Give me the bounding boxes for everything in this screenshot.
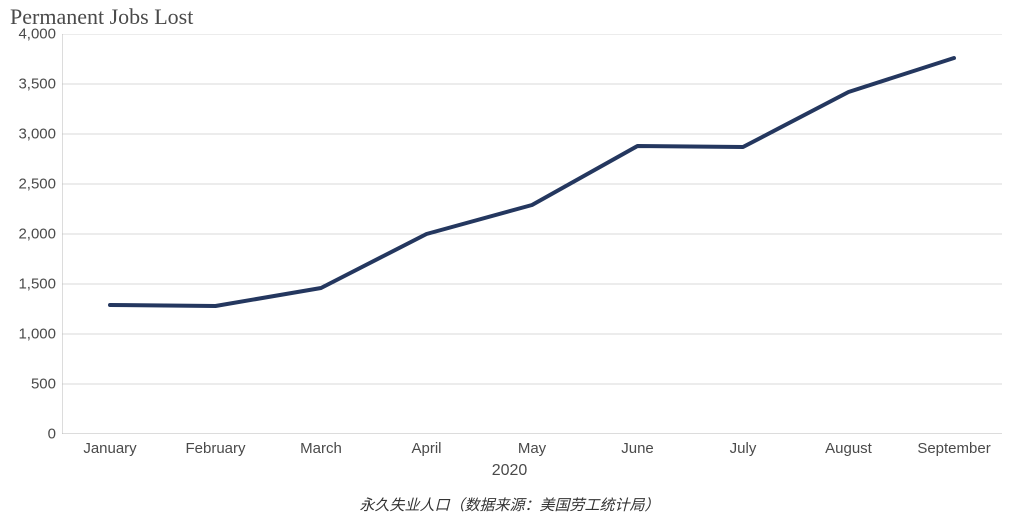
chart-container: Permanent Jobs Lost 05001,0001,5002,0002… — [0, 0, 1019, 521]
y-tick-label: 3,500 — [6, 76, 56, 93]
y-tick-label: 4,000 — [6, 26, 56, 43]
y-tick-label: 2,500 — [6, 176, 56, 193]
caption: 永久失业人口（数据来源：美国劳工统计局） — [0, 494, 1019, 515]
series-line — [110, 58, 954, 306]
x-tick-label: March — [300, 440, 342, 457]
x-tick-label: July — [730, 440, 757, 457]
x-tick-label: June — [621, 440, 654, 457]
x-tick-label: April — [411, 440, 441, 457]
x-tick-label: February — [185, 440, 245, 457]
x-tick-label: September — [917, 440, 990, 457]
y-tick-label: 500 — [6, 376, 56, 393]
chart-plot — [62, 34, 1002, 434]
x-tick-label: May — [518, 440, 546, 457]
x-tick-label: January — [83, 440, 136, 457]
x-tick-label: August — [825, 440, 872, 457]
y-tick-label: 0 — [6, 426, 56, 443]
x-axis-title: 2020 — [0, 462, 1019, 480]
y-tick-label: 3,000 — [6, 126, 56, 143]
y-tick-label: 2,000 — [6, 226, 56, 243]
y-tick-label: 1,500 — [6, 276, 56, 293]
y-tick-label: 1,000 — [6, 326, 56, 343]
